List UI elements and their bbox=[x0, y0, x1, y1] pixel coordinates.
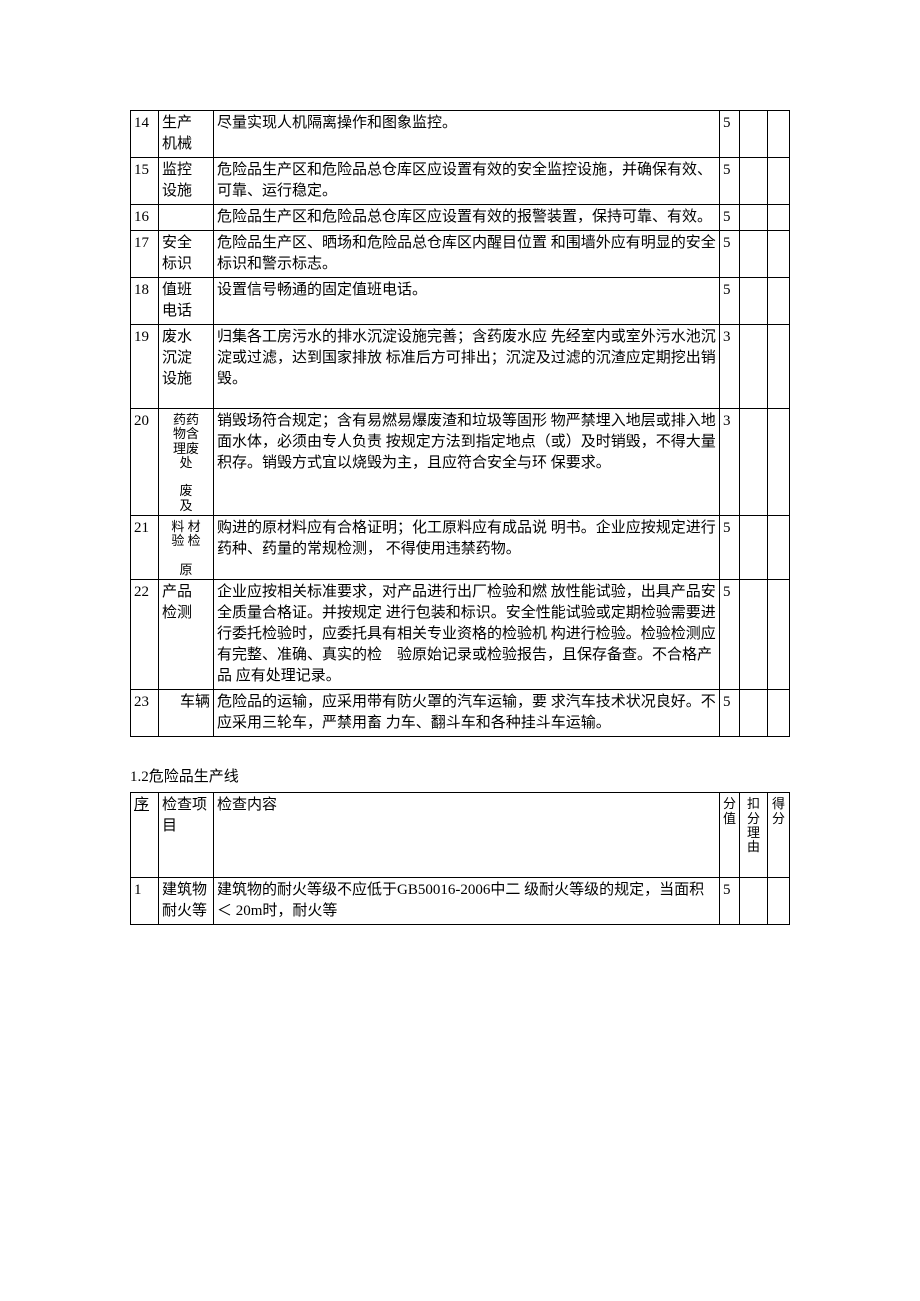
table-row: 20药药物含理废处 废及销毁场符合规定；含有易燃易爆废渣和垃圾等固形 物严禁埋入… bbox=[131, 409, 790, 516]
header-cell-content: 检查内容 bbox=[214, 793, 720, 878]
row-item: 安全 标识 bbox=[159, 231, 214, 278]
row-content: 危险品的运输，应采用带有防火罩的汽车运输，要 求汽车技术状况良好。不应采用三轮车… bbox=[214, 690, 720, 737]
row-content: 建筑物的耐火等级不应低于GB50016-2006中二 级耐火等级的规定，当面积＜… bbox=[214, 878, 720, 925]
row-item: 值班 电话 bbox=[159, 278, 214, 325]
row-content: 尽量实现人机隔离操作和图象监控。 bbox=[214, 111, 720, 158]
row-got bbox=[768, 231, 790, 278]
row-score: 5 bbox=[720, 690, 740, 737]
table-row: 16 危险品生产区和危险品总仓库区应设置有效的报警装置，保持可靠、有效。5 bbox=[131, 205, 790, 231]
row-score: 3 bbox=[720, 325, 740, 409]
header-cell-item: 检查项目 bbox=[159, 793, 214, 878]
row-got bbox=[768, 516, 790, 580]
row-content: 购进的原材料应有合格证明；化工原料应有成品说 明书。企业应按规定进行药种、药量的… bbox=[214, 516, 720, 580]
row-number: 22 bbox=[131, 580, 159, 690]
row-item: 建筑物耐火等 bbox=[159, 878, 214, 925]
row-item: 料 材验 检 原 bbox=[159, 516, 214, 580]
row-deduct bbox=[740, 278, 768, 325]
row-got bbox=[768, 690, 790, 737]
row-number: 18 bbox=[131, 278, 159, 325]
section-title-2: 1.2危险品生产线 bbox=[130, 767, 790, 788]
row-deduct bbox=[740, 231, 768, 278]
row-deduct bbox=[740, 690, 768, 737]
row-number: 23 bbox=[131, 690, 159, 737]
row-got bbox=[768, 580, 790, 690]
table-row: 17安全 标识危险品生产区、晒场和危险品总仓库区内醒目位置 和围墙外应有明显的安… bbox=[131, 231, 790, 278]
row-score: 5 bbox=[720, 878, 740, 925]
row-score: 5 bbox=[720, 205, 740, 231]
row-number: 14 bbox=[131, 111, 159, 158]
row-content: 归集各工房污水的排水沉淀设施完善；含药废水应 先经室内或室外污水池沉淀或过滤，达… bbox=[214, 325, 720, 409]
row-number: 21 bbox=[131, 516, 159, 580]
row-deduct bbox=[740, 158, 768, 205]
row-number: 20 bbox=[131, 409, 159, 516]
inspection-table-1: 14生产 机械尽量实现人机隔离操作和图象监控。515监控 设施危险品生产区和危险… bbox=[130, 110, 790, 737]
row-number: 1 bbox=[131, 878, 159, 925]
row-score: 5 bbox=[720, 516, 740, 580]
row-score: 3 bbox=[720, 409, 740, 516]
row-score: 5 bbox=[720, 231, 740, 278]
header-cell: 扣分理由 bbox=[740, 793, 768, 878]
row-got bbox=[768, 205, 790, 231]
row-item bbox=[159, 205, 214, 231]
header-cell-seq: 序 bbox=[131, 793, 159, 878]
row-item: 生产 机械 bbox=[159, 111, 214, 158]
row-number: 16 bbox=[131, 205, 159, 231]
table-row: 23车辆危险品的运输，应采用带有防火罩的汽车运输，要 求汽车技术状况良好。不应采… bbox=[131, 690, 790, 737]
document-page: 14生产 机械尽量实现人机隔离操作和图象监控。515监控 设施危险品生产区和危险… bbox=[0, 0, 920, 985]
row-got bbox=[768, 158, 790, 205]
header-cell: 分值 bbox=[720, 793, 740, 878]
row-item: 药药物含理废处 废及 bbox=[159, 409, 214, 516]
row-deduct bbox=[740, 409, 768, 516]
row-got bbox=[768, 325, 790, 409]
row-got bbox=[768, 878, 790, 925]
inspection-table-2: 序检查项目检查内容分值扣分理由得分1建筑物耐火等建筑物的耐火等级不应低于GB50… bbox=[130, 792, 790, 925]
row-item: 监控 设施 bbox=[159, 158, 214, 205]
row-number: 19 bbox=[131, 325, 159, 409]
row-content: 危险品生产区和危险品总仓库区应设置有效的安全监控设施，并确保有效、可靠、运行稳定… bbox=[214, 158, 720, 205]
row-number: 15 bbox=[131, 158, 159, 205]
row-deduct bbox=[740, 205, 768, 231]
table-header-row: 序检查项目检查内容分值扣分理由得分 bbox=[131, 793, 790, 878]
row-content: 设置信号畅通的固定值班电话。 bbox=[214, 278, 720, 325]
row-got bbox=[768, 278, 790, 325]
table-row: 19废水 沉淀 设施归集各工房污水的排水沉淀设施完善；含药废水应 先经室内或室外… bbox=[131, 325, 790, 409]
row-score: 5 bbox=[720, 111, 740, 158]
table-row: 1建筑物耐火等建筑物的耐火等级不应低于GB50016-2006中二 级耐火等级的… bbox=[131, 878, 790, 925]
table-row: 15监控 设施危险品生产区和危险品总仓库区应设置有效的安全监控设施，并确保有效、… bbox=[131, 158, 790, 205]
row-deduct bbox=[740, 111, 768, 158]
row-content: 销毁场符合规定；含有易燃易爆废渣和垃圾等固形 物严禁埋入地层或排入地面水体，必须… bbox=[214, 409, 720, 516]
table-row: 14生产 机械尽量实现人机隔离操作和图象监控。5 bbox=[131, 111, 790, 158]
header-cell: 得分 bbox=[768, 793, 790, 878]
row-content: 企业应按相关标准要求，对产品进行出厂检验和燃 放性能试验，出具产品安全质量合格证… bbox=[214, 580, 720, 690]
row-deduct bbox=[740, 325, 768, 409]
row-deduct bbox=[740, 516, 768, 580]
row-deduct bbox=[740, 580, 768, 690]
row-got bbox=[768, 409, 790, 516]
row-item: 产品 检测 bbox=[159, 580, 214, 690]
row-item: 废水 沉淀 设施 bbox=[159, 325, 214, 409]
table-row: 22产品 检测企业应按相关标准要求，对产品进行出厂检验和燃 放性能试验，出具产品… bbox=[131, 580, 790, 690]
table-row: 18值班 电话设置信号畅通的固定值班电话。5 bbox=[131, 278, 790, 325]
row-number: 17 bbox=[131, 231, 159, 278]
row-score: 5 bbox=[720, 158, 740, 205]
row-deduct bbox=[740, 878, 768, 925]
row-got bbox=[768, 111, 790, 158]
table-row: 21料 材验 检 原购进的原材料应有合格证明；化工原料应有成品说 明书。企业应按… bbox=[131, 516, 790, 580]
row-score: 5 bbox=[720, 580, 740, 690]
row-item: 车辆 bbox=[159, 690, 214, 737]
row-score: 5 bbox=[720, 278, 740, 325]
row-content: 危险品生产区和危险品总仓库区应设置有效的报警装置，保持可靠、有效。 bbox=[214, 205, 720, 231]
row-content: 危险品生产区、晒场和危险品总仓库区内醒目位置 和围墙外应有明显的安全标识和警示标… bbox=[214, 231, 720, 278]
